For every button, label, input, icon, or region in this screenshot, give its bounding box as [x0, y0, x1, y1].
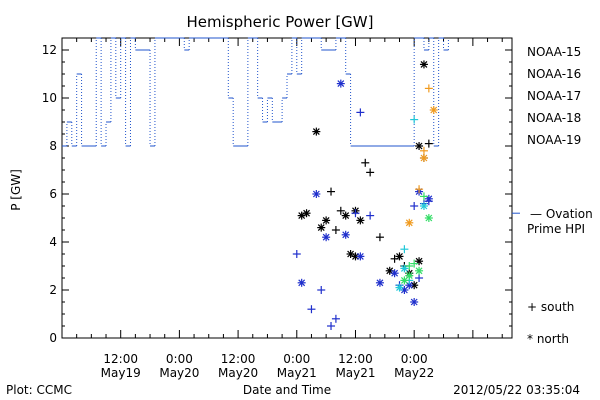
y-tick-label: 10	[42, 91, 57, 105]
north-point	[405, 218, 414, 227]
south-point	[400, 245, 409, 254]
legend-noaa-17: NOAA-17	[527, 89, 581, 103]
x-tick-time-label: 12:00	[338, 352, 373, 366]
legend-noaa-16: NOAA-16	[527, 67, 581, 81]
north-point	[419, 154, 428, 162]
y-tick-label: 8	[49, 139, 57, 153]
north-point	[302, 209, 311, 218]
legend-noaa-18: NOAA-18	[527, 111, 581, 125]
footer-plot-credit: Plot: CCMC	[6, 383, 72, 397]
south-point	[361, 158, 370, 167]
south-point	[317, 286, 326, 294]
legend-noaa-19: NOAA-19	[527, 133, 581, 147]
legend-south: + south	[527, 300, 574, 314]
legend: NOAA-15 NOAA-16 NOAA-17 NOAA-18 NOAA-19 …	[527, 45, 593, 346]
south-point	[336, 206, 345, 215]
south-point	[375, 233, 384, 242]
north-point	[419, 202, 428, 210]
south-point	[410, 202, 419, 210]
north-point	[341, 211, 350, 220]
x-tick-time-label: 12:00	[221, 352, 256, 366]
north-point	[415, 266, 424, 275]
north-point	[322, 233, 331, 242]
x-axis: 12:00May190:00May2012:00May200:00May2112…	[61, 38, 503, 380]
x-tick-time-label: 0:00	[166, 352, 193, 366]
south-point	[410, 259, 419, 268]
north-point	[395, 252, 404, 261]
south-point	[327, 187, 336, 196]
x-tick-time-label: 0:00	[283, 352, 310, 366]
north-point	[424, 214, 433, 222]
north-point	[336, 79, 345, 88]
y-axis: 0 2 4 6 8 10 12	[42, 43, 512, 345]
y-tick-label: 4	[49, 235, 57, 249]
points-layer	[292, 60, 438, 330]
legend-noaa-15: NOAA-15	[527, 45, 581, 59]
north-point	[415, 142, 424, 150]
footer-timestamp: 2012/05/22 03:35:04	[453, 383, 580, 397]
y-tick-label: 2	[49, 283, 57, 297]
x-axis-label: Date and Time	[243, 383, 331, 397]
south-point	[351, 209, 360, 218]
south-point	[424, 139, 433, 148]
south-point	[415, 274, 424, 282]
x-tick-date-label: May20	[218, 366, 258, 380]
south-point	[410, 115, 419, 124]
south-point	[356, 108, 365, 117]
legend-ovation-line1: — Ovation	[530, 207, 593, 221]
south-point	[405, 262, 414, 270]
x-tick-date-label: May19	[101, 366, 141, 380]
north-point	[429, 106, 438, 114]
plot-frame	[61, 37, 513, 339]
x-tick-date-label: May20	[159, 366, 199, 380]
north-point	[312, 190, 321, 198]
north-point	[419, 60, 428, 69]
x-tick-time-label: 12:00	[103, 352, 138, 366]
north-point	[395, 283, 404, 292]
x-tick-date-label: May21	[277, 366, 317, 380]
north-point	[356, 252, 365, 261]
y-tick-label: 6	[49, 187, 57, 201]
chart-title: Hemispheric Power [GW]	[187, 13, 374, 31]
south-point	[331, 226, 340, 234]
south-point	[366, 168, 375, 177]
north-point	[341, 230, 350, 239]
north-point	[356, 216, 365, 225]
legend-ovation-line2: Prime HPI	[527, 222, 585, 236]
south-point	[327, 322, 336, 330]
north-point	[375, 278, 384, 287]
north-point	[405, 271, 414, 280]
north-point	[297, 278, 306, 287]
x-tick-time-label: 0:00	[401, 352, 428, 366]
north-point	[322, 216, 331, 225]
y-axis-label: P [GW]	[9, 169, 23, 211]
south-point	[292, 250, 301, 258]
north-point	[390, 269, 399, 278]
south-point	[307, 305, 316, 314]
north-point	[410, 298, 419, 306]
south-point	[331, 314, 340, 323]
x-tick-date-label: May22	[394, 366, 434, 380]
south-point	[424, 84, 433, 93]
south-point	[419, 192, 428, 201]
north-point	[317, 223, 326, 232]
ovation-layer	[62, 37, 520, 214]
x-tick-date-label: May21	[335, 366, 375, 380]
legend-north: * north	[527, 332, 569, 346]
south-point	[419, 146, 428, 155]
south-point	[415, 185, 424, 194]
y-tick-label: 12	[42, 43, 57, 57]
south-point	[366, 211, 375, 220]
y-tick-label: 0	[49, 331, 57, 345]
north-point	[312, 127, 321, 136]
